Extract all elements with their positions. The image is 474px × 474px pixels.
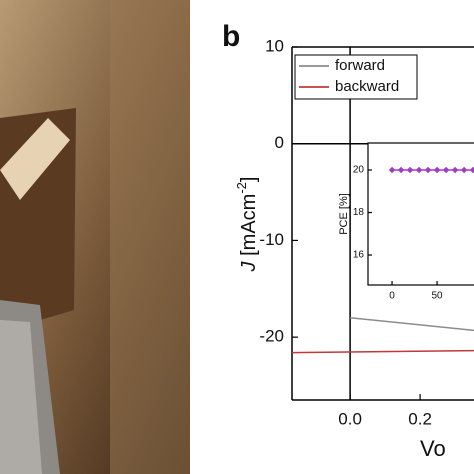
legend-label: backward	[335, 78, 399, 95]
y-tick-label: 18	[353, 207, 365, 218]
series-marker	[424, 166, 432, 174]
series-marker	[406, 166, 414, 174]
y-tick-label: 20	[353, 165, 365, 176]
y-axis-label-unit: [mAcm	[238, 194, 260, 262]
y-axis-label-sup: -2	[234, 182, 249, 194]
series-line	[350, 317, 474, 332]
series-marker	[460, 166, 468, 174]
legend-label: forward	[335, 57, 385, 74]
inset: 20 18 16 0 50 PCE [%]	[338, 142, 474, 302]
panel-label: b	[222, 20, 240, 53]
y-axis-label: J [mAcm-2]	[234, 177, 260, 273]
series-marker	[451, 166, 459, 174]
y-tick-label: -10	[259, 230, 284, 249]
clamp-shine	[0, 320, 42, 474]
y-axis-label-symbol: J	[238, 260, 260, 272]
inset-y-label: PCE [%]	[338, 193, 350, 235]
x-tick-label: 0.0	[338, 409, 362, 428]
photo-highlight	[110, 0, 190, 474]
y-tick-label: 0	[275, 133, 284, 152]
sample-strip	[0, 118, 70, 200]
y-tick-label: -20	[259, 327, 284, 346]
y-tick-label: 16	[353, 250, 365, 261]
legend-frame	[294, 54, 418, 100]
y-tick-label: 10	[265, 36, 284, 55]
series-marker	[433, 166, 441, 174]
inset-frame	[367, 142, 474, 286]
series-marker	[388, 166, 396, 174]
series-line	[291, 349, 474, 354]
main-plot: 10 0 -10 -20 0.0 0.2	[259, 36, 474, 428]
legend: forward backward	[294, 54, 418, 100]
series-marker	[469, 166, 474, 174]
x-tick-label: 50	[432, 291, 444, 302]
series-marker	[397, 166, 405, 174]
x-axis-label: Vo	[420, 436, 446, 461]
y-axis-label-end: ]	[238, 177, 260, 183]
series-marker	[415, 166, 423, 174]
x-tick-label: 0	[389, 291, 395, 302]
series-marker	[442, 166, 450, 174]
x-tick-label: 0.2	[408, 409, 432, 428]
photo	[0, 0, 190, 474]
